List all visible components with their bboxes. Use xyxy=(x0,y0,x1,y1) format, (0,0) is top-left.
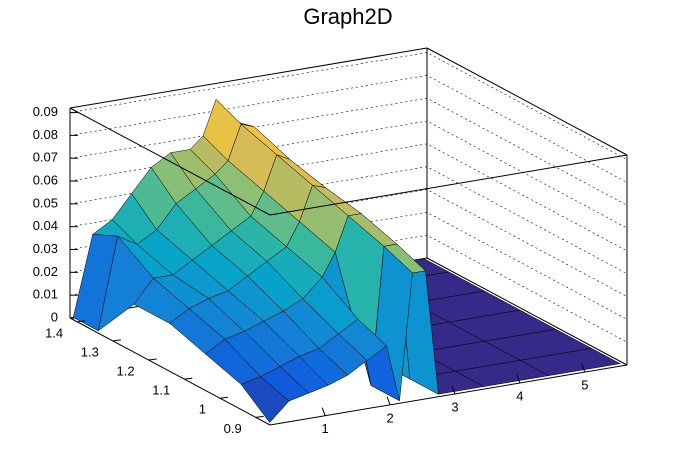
y-axis xyxy=(69,317,271,426)
x-tick-label: 4 xyxy=(516,388,523,403)
y-tick-label: 0.9 xyxy=(224,421,242,436)
z-tick-label: 0.01 xyxy=(33,287,58,302)
grid-line xyxy=(69,97,628,206)
chart-title: Graph2D xyxy=(303,4,392,29)
y-tick-label: 1.2 xyxy=(116,363,134,378)
z-tick-label: 0.08 xyxy=(33,127,58,142)
y-tick-label: 1.1 xyxy=(152,383,170,398)
surface-cell xyxy=(240,376,290,423)
y-tick xyxy=(148,358,157,361)
z-tick-label: 0.04 xyxy=(33,218,58,233)
y-tick xyxy=(184,377,193,380)
z-tick-label: 0.07 xyxy=(33,150,58,165)
x-tick-label: 5 xyxy=(581,378,588,393)
x-tick-label: 2 xyxy=(386,410,393,425)
y-tick-label: 1.3 xyxy=(81,344,99,359)
z-tick-label: 0.06 xyxy=(33,172,58,187)
z-tick-label: 0.03 xyxy=(33,241,58,256)
x-tick xyxy=(386,396,391,405)
y-tick xyxy=(77,320,86,323)
x-tick-label: 3 xyxy=(451,399,458,414)
x-axis xyxy=(269,364,628,426)
y-tick-label: 1 xyxy=(199,402,206,417)
box-edge xyxy=(426,47,628,156)
x-tick xyxy=(516,374,521,384)
grid-line xyxy=(69,52,628,160)
z-tick-label: 0.05 xyxy=(33,195,58,210)
z-tick-label: 0.09 xyxy=(33,104,58,119)
x-tick xyxy=(451,385,456,395)
box-edge xyxy=(69,107,271,216)
z-tick-label: 0.02 xyxy=(33,264,58,279)
y-tick xyxy=(219,396,229,399)
y-tick-label: 1.4 xyxy=(45,325,63,340)
y-tick xyxy=(112,339,121,342)
grid-line xyxy=(69,75,628,183)
y-tick xyxy=(255,415,264,418)
z-tick-label: 0 xyxy=(51,309,58,324)
x-tick xyxy=(321,407,326,416)
box-edge xyxy=(69,47,428,109)
box-edge xyxy=(269,154,628,216)
x-tick-label: 1 xyxy=(322,421,329,436)
x-tick xyxy=(581,363,586,373)
